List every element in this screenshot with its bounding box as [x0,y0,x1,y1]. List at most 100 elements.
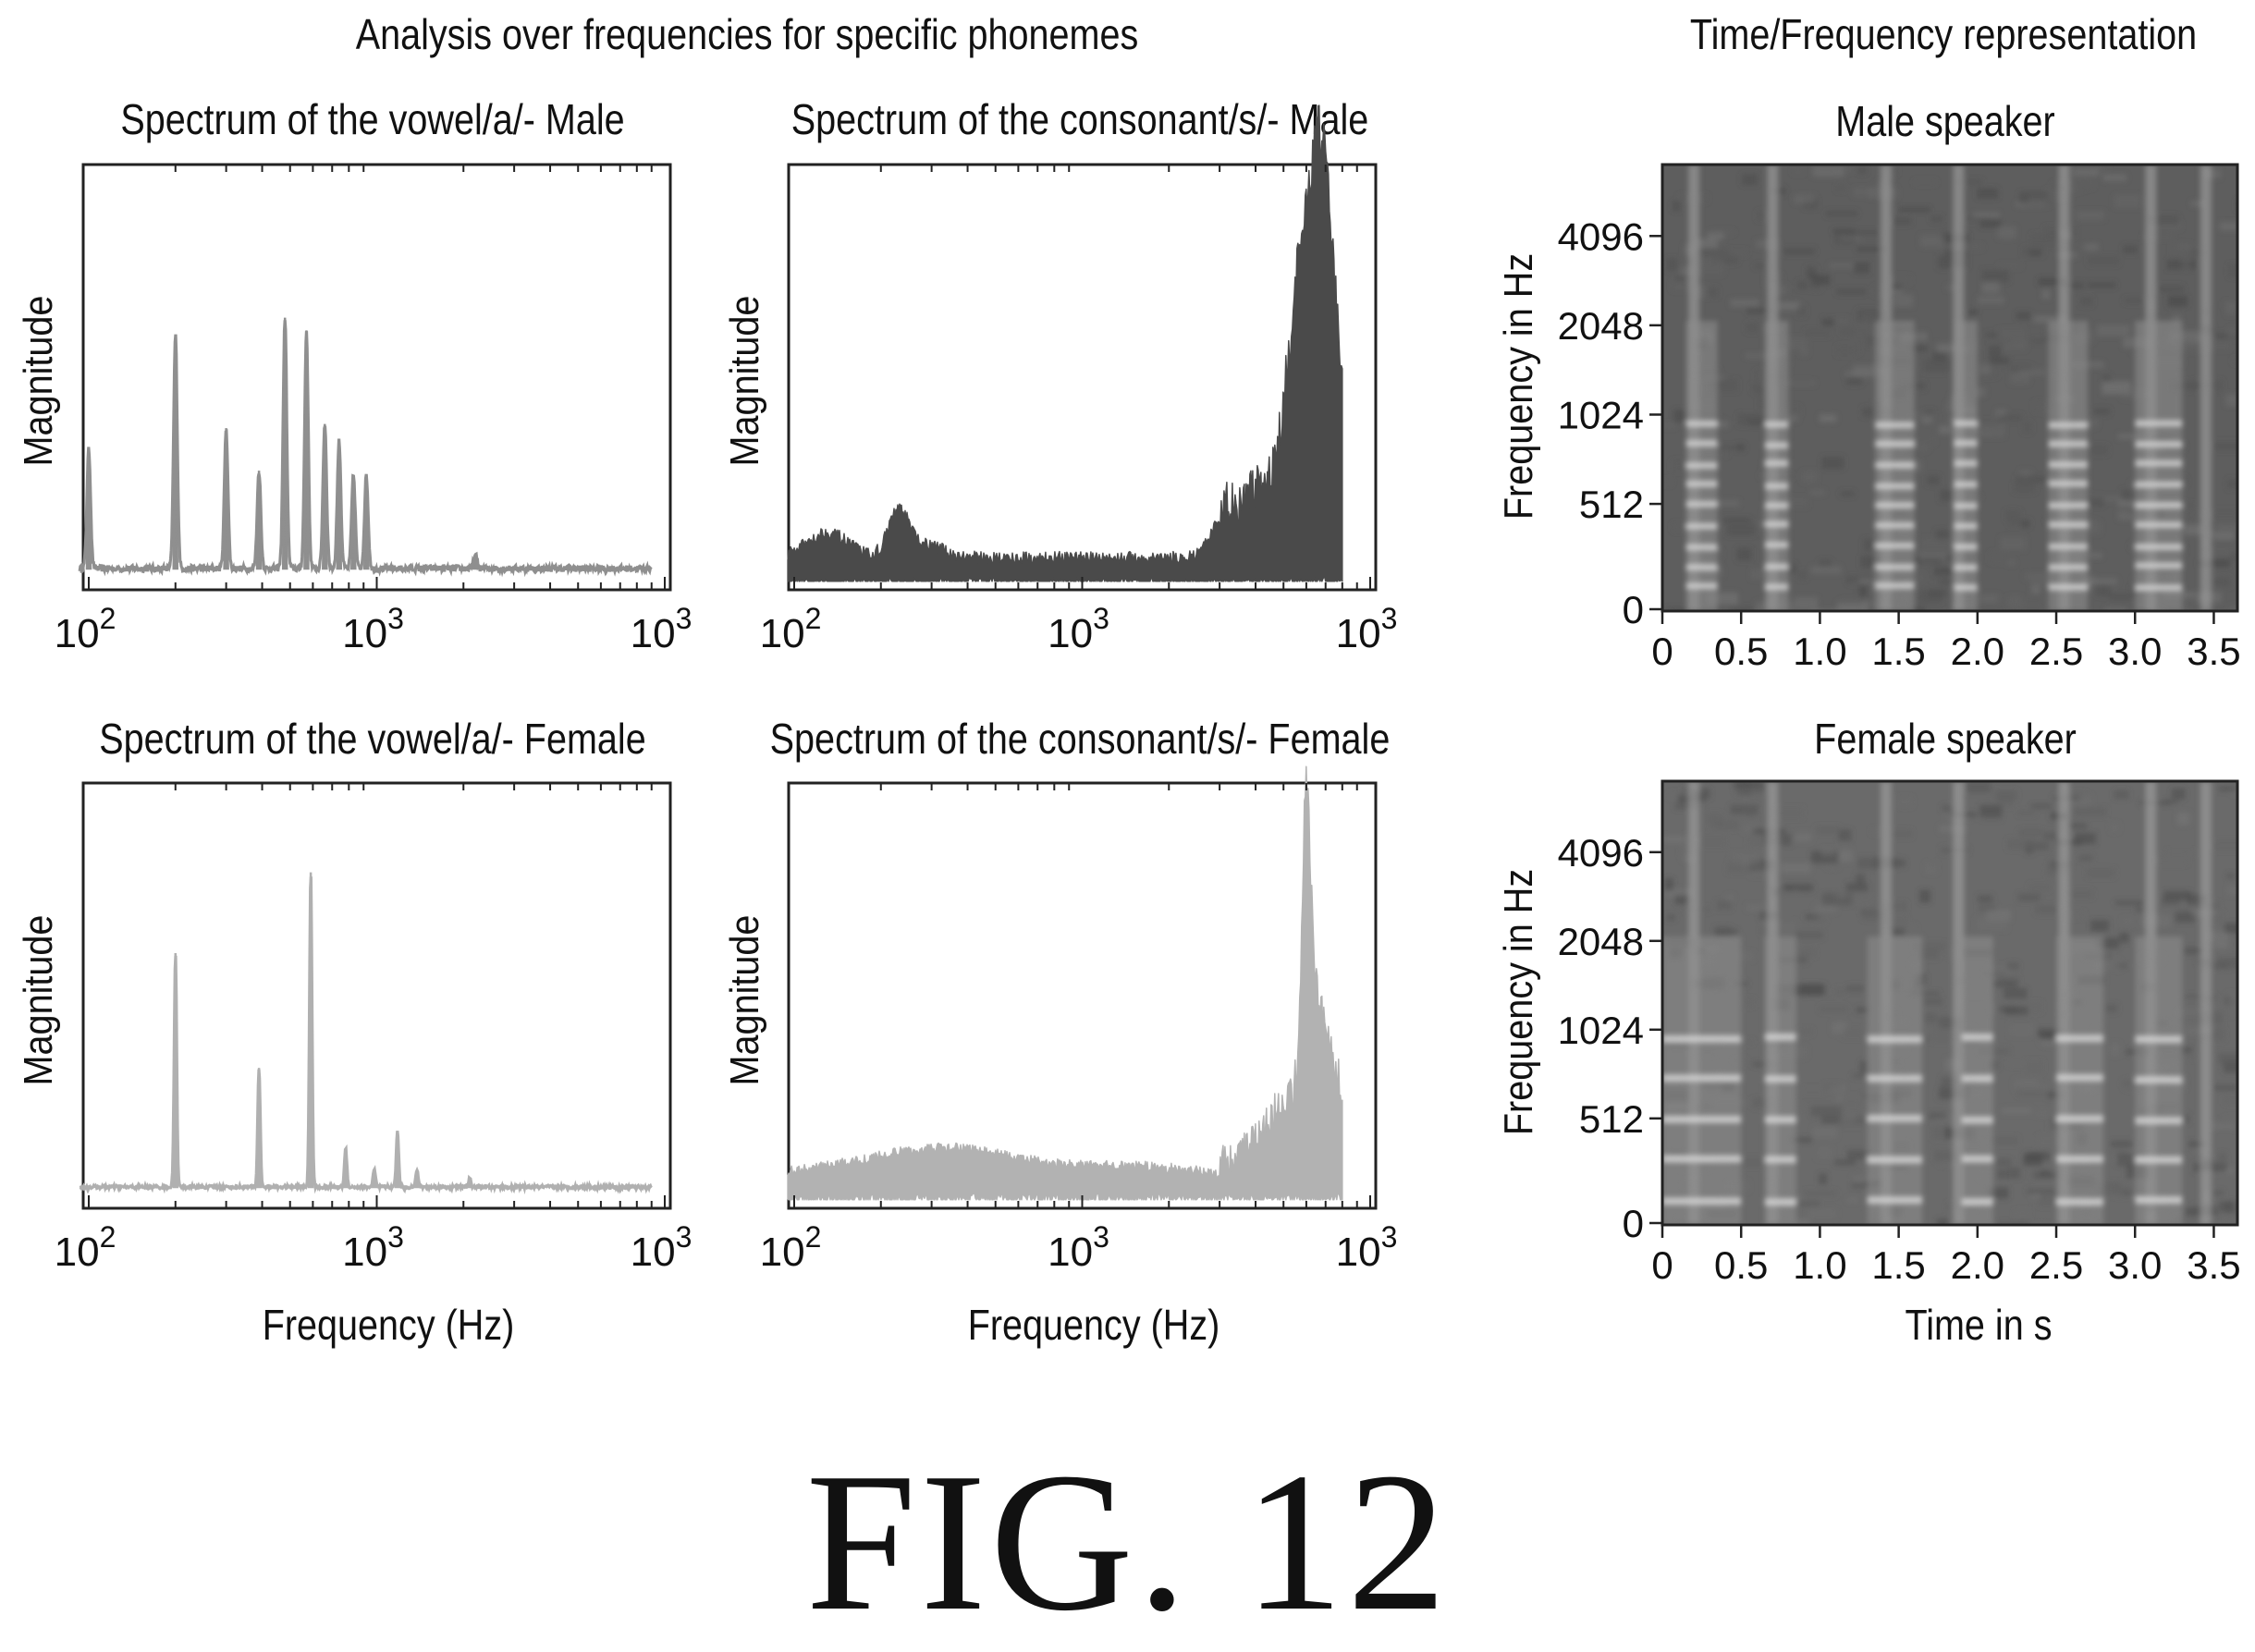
texture-patch [1795,931,1823,939]
texture-patch [1819,1173,1827,1185]
spectral-peak-vowel_male [362,474,370,570]
texture-patch [2015,1209,2030,1218]
texture-patch [1892,284,1902,290]
texture-patch [1839,235,1861,241]
texture-patch [1751,384,1764,392]
texture-patch [1985,332,1998,337]
texture-patch [1981,281,2000,294]
texture-patch [1909,991,1940,997]
texture-patch [2224,1117,2237,1122]
harmonic-band [1875,422,1915,428]
texture-patch [2028,841,2049,850]
spectral-peak-vowel_male [223,428,229,570]
harmonic-band [1867,1075,1923,1083]
texture-patch [2114,194,2140,208]
harmonic-band [1954,584,1978,591]
texture-patch [1998,1006,2017,1013]
texture-patch [1929,1112,1946,1120]
texture-patch [1918,1036,1928,1043]
texture-patch [2091,960,2121,971]
x-tick-label-consonant_female: 102 [760,1220,822,1275]
y-tick-label-spectrogram_male: 2048 [1558,304,1644,348]
texture-patch [1829,263,1854,268]
texture-patch [2172,314,2181,326]
harmonic-band [2135,441,2183,447]
texture-patch [1743,998,1755,1007]
texture-patch [2007,962,2019,970]
texture-patch [2090,578,2118,585]
texture-patch [2117,500,2151,507]
harmonic-band [2056,1034,2104,1042]
texture-patch [1930,215,1943,222]
x-tick-label-vowel_male: 103 [342,602,404,656]
spectral-peak-vowel_male [303,330,310,570]
texture-patch [1936,343,1956,349]
chart-consonant_male: 102 103 103 [760,104,1398,656]
texture-patch [1799,1029,1812,1035]
harmonic-band [1764,483,1789,489]
texture-patch [2135,907,2144,912]
texture-patch [2016,312,2031,320]
texture-patch [1821,848,1835,857]
texture-patch [2175,912,2196,924]
harmonic-band [2048,521,2089,528]
texture-patch [1779,301,1800,311]
texture-patch [2028,250,2041,256]
texture-patch [2184,524,2201,535]
texture-patch [1888,829,1912,838]
x-tick-label-spectrogram_male: 3.5 [2187,630,2240,673]
texture-patch [1857,896,1874,902]
texture-patch [2211,1190,2224,1196]
x-tick-label-spectrogram_female: 2.0 [1951,1243,2004,1287]
texture-patch [2163,890,2191,900]
x-tick-label-spectrogram_male: 3.0 [2108,630,2162,673]
texture-patch [1840,1118,1873,1127]
harmonic-band [1685,421,1718,427]
texture-patch [1715,926,1732,937]
x-tick-label-consonant_male: 103 [1336,602,1398,656]
texture-patch [1909,345,1928,352]
texture-patch [1982,971,2004,976]
texture-patch [2001,1107,2032,1114]
texture-patch [1921,416,1933,424]
texture-patch [2198,558,2230,568]
harmonic-band [1764,542,1789,548]
texture-patch [2175,1010,2205,1014]
harmonic-band [1764,1116,1796,1123]
texture-patch [2090,445,2108,455]
harmonic-band [1961,1156,1993,1163]
texture-patch [2214,332,2224,337]
harmonic-band [2048,422,2089,428]
harmonic-band [2048,502,2089,508]
harmonic-band [1867,1196,1923,1204]
texture-patch [1795,1218,1810,1225]
texture-patch [1754,263,1769,268]
texture-patch [1924,410,1935,414]
texture-patch [2118,434,2147,439]
texture-patch [1772,187,1786,195]
texture-patch [2227,479,2237,489]
texture-patch [2211,931,2229,942]
harmonic-band [1961,1075,1993,1083]
texture-patch [2171,242,2180,255]
texture-patch [1838,829,1852,841]
texture-patch [1817,1146,1832,1159]
texture-patch [2006,596,2023,607]
texture-patch [2201,1005,2231,1017]
spectrogram-texture-spectrogram_male [1662,165,2237,611]
texture-patch [2096,937,2119,949]
texture-patch [1799,948,1816,957]
texture-patch [1997,796,2014,807]
texture-patch [1940,489,1957,502]
texture-patch [2009,520,2030,526]
texture-patch [2026,1060,2043,1074]
texture-patch [1810,490,1825,496]
harmonic-band [1764,1156,1796,1163]
harmonic-band [1961,1117,1993,1124]
texture-patch [2030,804,2052,809]
texture-patch [2216,524,2237,532]
spectral-peak-vowel_female [466,1178,473,1189]
texture-patch [1836,602,1869,611]
texture-patch [1938,425,1952,434]
harmonic-band [2135,1117,2183,1124]
